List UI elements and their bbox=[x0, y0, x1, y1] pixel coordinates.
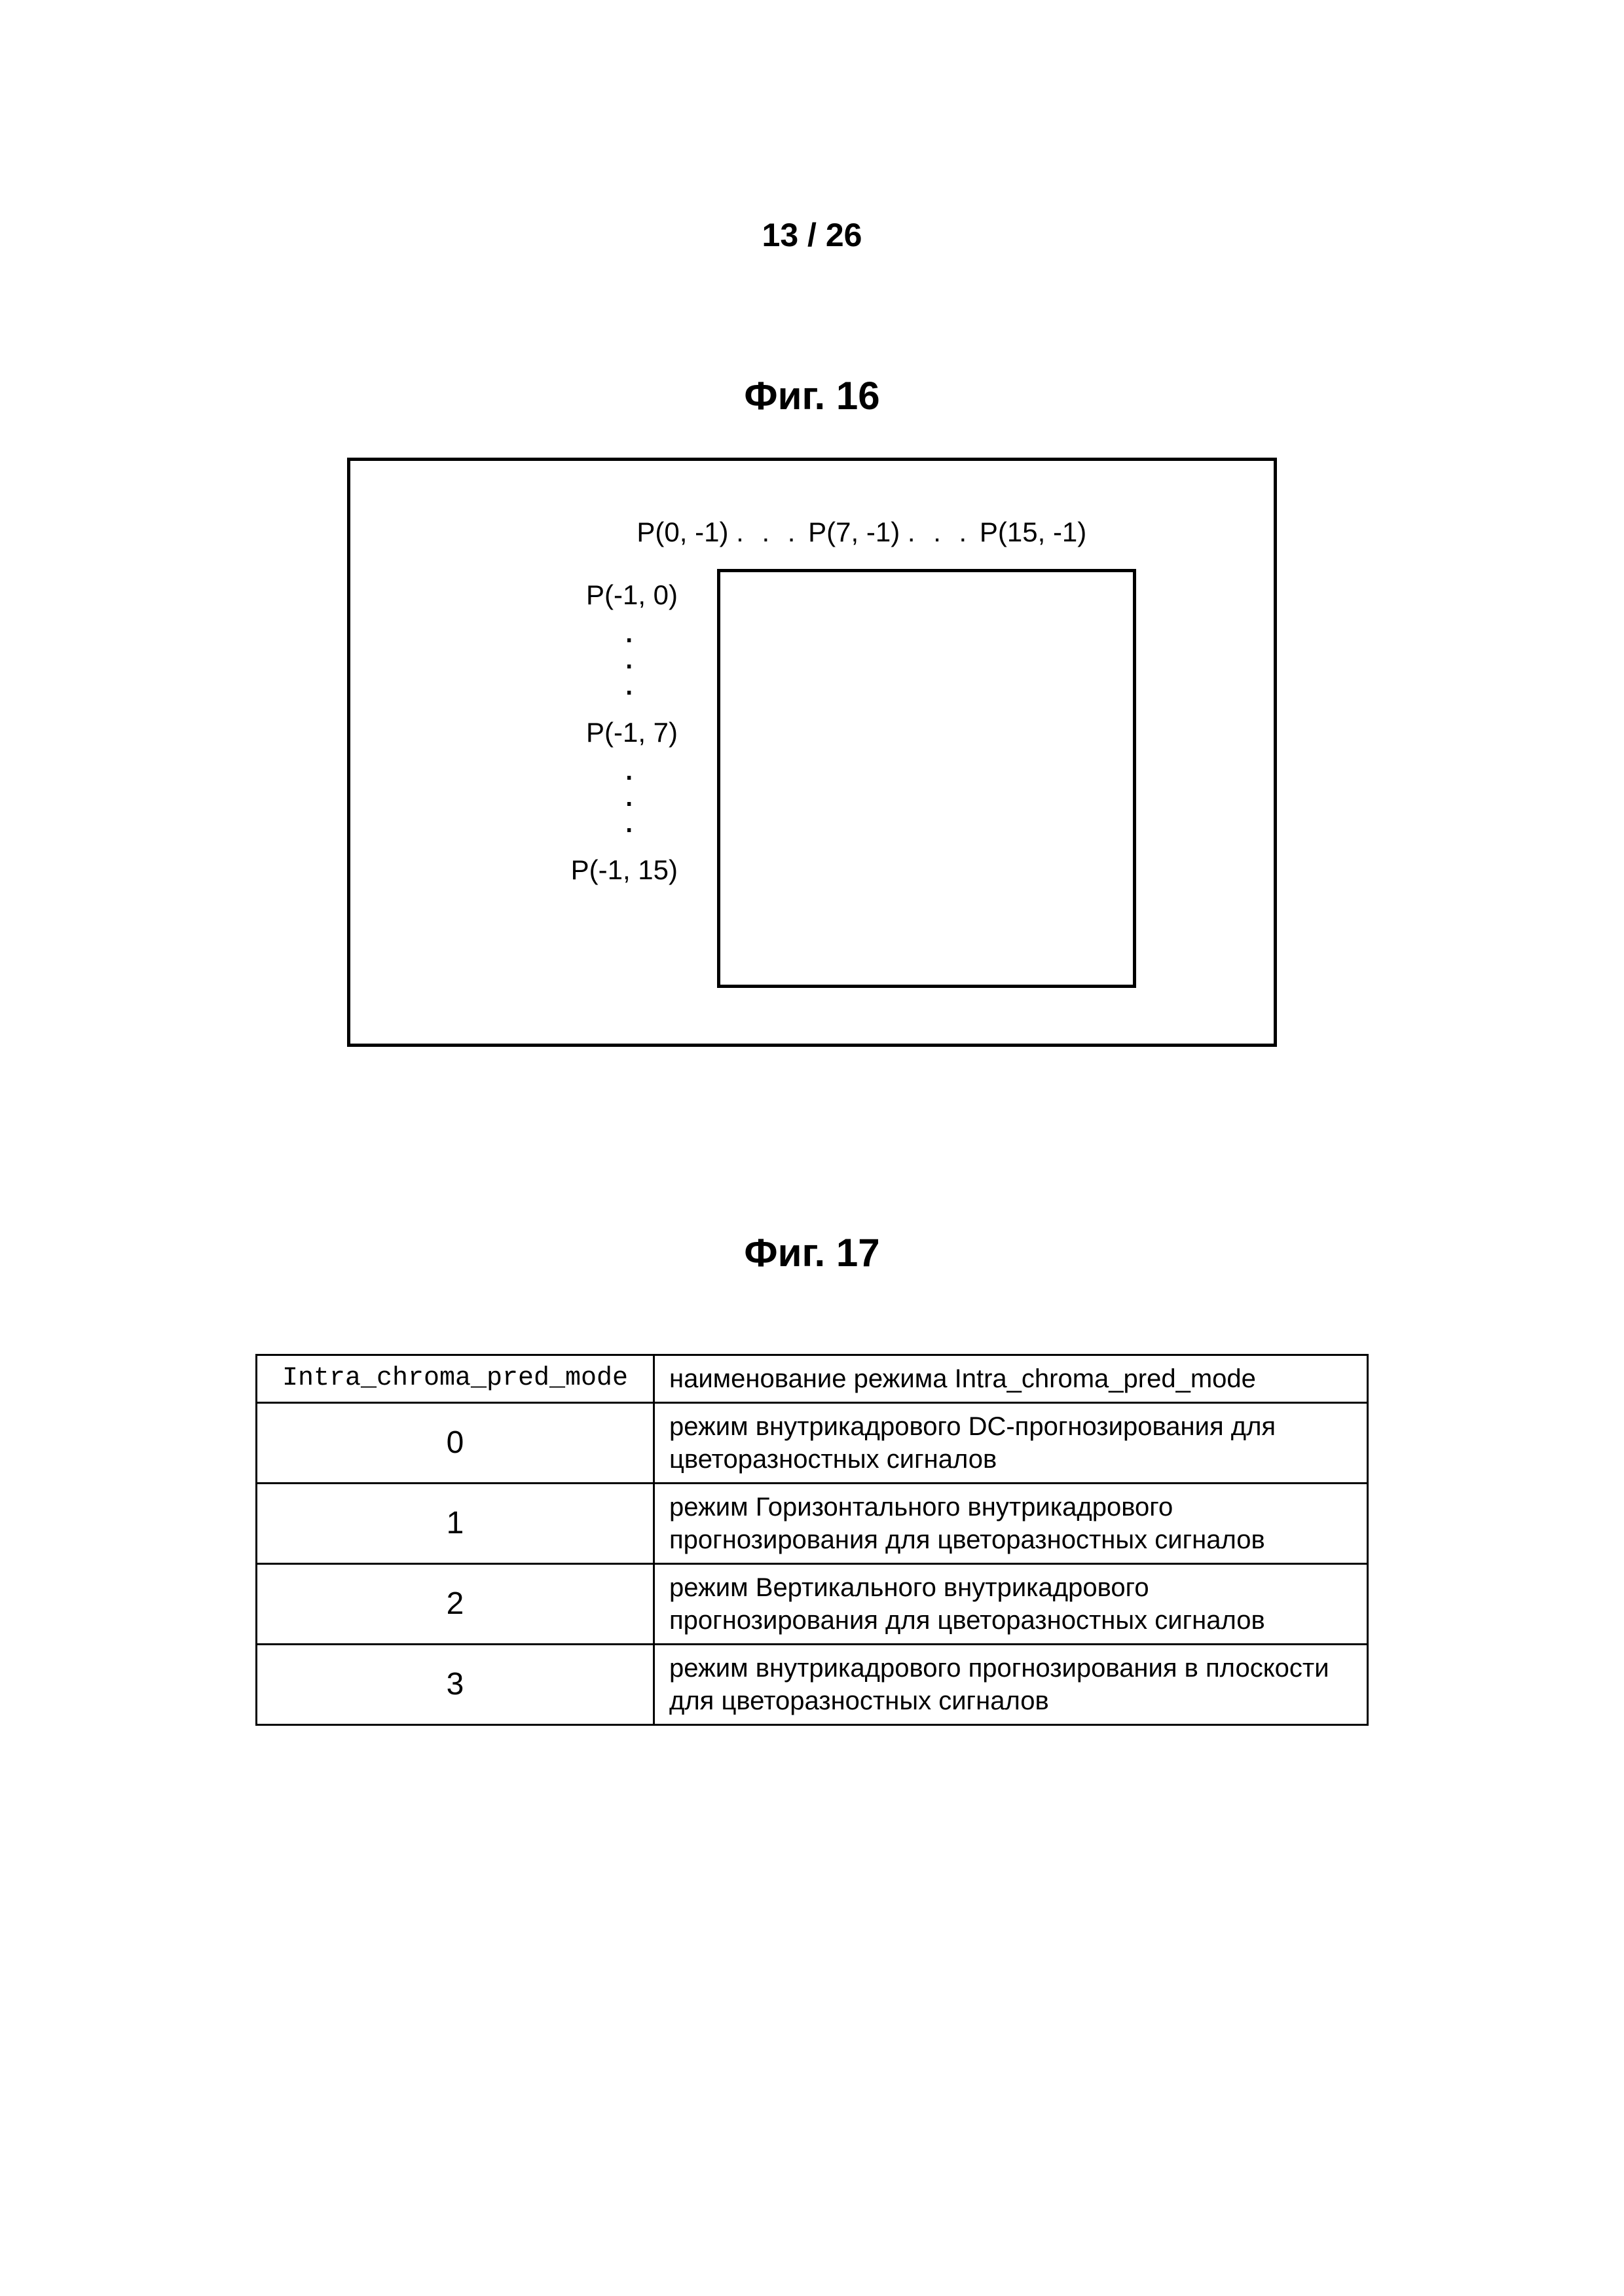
figure-16: Фиг. 16 P(0, -1) . . . P(7, -1) . . . P(… bbox=[0, 373, 1624, 1047]
table-cell-desc: режим внутрикадрового DC-прогнозирования… bbox=[654, 1403, 1368, 1484]
fig16-top-p0: P(0, -1) bbox=[637, 517, 728, 547]
table-cell-mode: 0 bbox=[257, 1403, 654, 1484]
figure-16-top-labels: P(0, -1) . . . P(7, -1) . . . P(15, -1) bbox=[350, 517, 1274, 548]
figure-16-label: Фиг. 16 bbox=[0, 373, 1624, 418]
table-header-row: Intra_chroma_pred_mode наименование режи… bbox=[257, 1355, 1368, 1403]
page: 13 / 26 Фиг. 16 P(0, -1) . . . P(7, -1) … bbox=[0, 0, 1624, 2296]
table-cell-desc: режим внутрикадрового прогнозирования в … bbox=[654, 1645, 1368, 1725]
vertical-ellipsis-icon: ··· bbox=[350, 762, 697, 841]
table-header-mode: Intra_chroma_pred_mode bbox=[257, 1355, 654, 1403]
table-cell-mode: 2 bbox=[257, 1564, 654, 1645]
table-row: 3 режим внутрикадрового прогнозирования … bbox=[257, 1645, 1368, 1725]
fig16-left-p0: P(-1, 0) bbox=[350, 566, 697, 625]
table-cell-mode: 3 bbox=[257, 1645, 654, 1725]
figure-16-outer-frame: P(0, -1) . . . P(7, -1) . . . P(15, -1) … bbox=[347, 458, 1277, 1047]
table-cell-desc: режим Горизонтального внутрикадрового пр… bbox=[654, 1484, 1368, 1564]
table-cell-mode: 1 bbox=[257, 1484, 654, 1564]
fig16-top-p7: P(7, -1) bbox=[808, 517, 900, 547]
vertical-ellipsis-icon: ··· bbox=[350, 625, 697, 703]
figure-16-left-labels: P(-1, 0) ··· P(-1, 7) ··· P(-1, 15) bbox=[350, 566, 697, 985]
figure-17-table: Intra_chroma_pred_mode наименование режи… bbox=[255, 1354, 1369, 1726]
fig16-left-p15: P(-1, 15) bbox=[350, 841, 697, 900]
fig16-top-p15: P(15, -1) bbox=[980, 517, 1086, 547]
table-row: 0 режим внутрикадрового DC-прогнозирован… bbox=[257, 1403, 1368, 1484]
table-row: 1 режим Горизонтального внутрикадрового … bbox=[257, 1484, 1368, 1564]
figure-17-label: Фиг. 17 bbox=[0, 1230, 1624, 1275]
ellipsis-icon: . . . bbox=[908, 517, 972, 547]
ellipsis-icon: . . . bbox=[736, 517, 800, 547]
table-cell-desc: режим Вертикального внутрикадрового прог… bbox=[654, 1564, 1368, 1645]
fig16-left-p7: P(-1, 7) bbox=[350, 703, 697, 762]
page-number: 13 / 26 bbox=[0, 216, 1624, 254]
table-row: 2 режим Вертикального внутрикадрового пр… bbox=[257, 1564, 1368, 1645]
table-header-desc: наименование режима Intra_chroma_pred_mo… bbox=[654, 1355, 1368, 1403]
figure-17: Фиг. 17 Intra_chroma_pred_mode наименова… bbox=[0, 1230, 1624, 1726]
figure-16-block-square bbox=[717, 569, 1136, 988]
